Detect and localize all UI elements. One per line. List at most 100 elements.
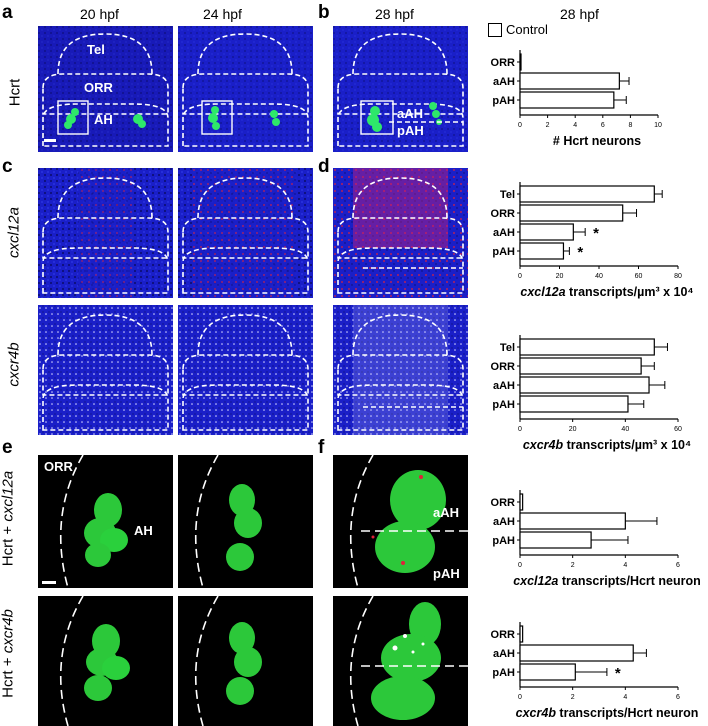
- y-tick-label-pah: pAH: [492, 95, 515, 107]
- x-tick-label-4: 4: [623, 694, 627, 701]
- bar-pah: [519, 91, 615, 109]
- bar-orr: [519, 625, 524, 643]
- legend-swatch-control: [488, 22, 502, 37]
- bar-pah: [519, 531, 592, 549]
- x-tick-label-4: 4: [623, 562, 627, 569]
- y-tick-label-aah: aAH: [493, 516, 515, 528]
- x-tick-label-6: 6: [676, 562, 680, 569]
- x-tick-label-0: 0: [518, 562, 522, 569]
- panel-letter-a: a: [2, 2, 13, 23]
- bar-tel: [519, 185, 655, 203]
- row-label-hcrt: Hcrt: [6, 78, 24, 107]
- bar-aah: [519, 376, 650, 394]
- image-cxcr4b-28hpf: [333, 305, 468, 435]
- label-pah: pAH: [397, 123, 424, 138]
- label-orr: ORR: [84, 80, 114, 95]
- y-tick-label-aah: aAH: [493, 380, 515, 392]
- panel-letter-c: c: [2, 156, 13, 177]
- label-ah: AH: [94, 112, 113, 127]
- image-cxcl12a-20hpf: [38, 168, 173, 298]
- x-axis-label: # Hcrt neurons: [553, 134, 641, 148]
- legend-label-control: Control: [506, 22, 548, 37]
- label-aah: aAH: [397, 106, 423, 121]
- y-tick-label-aah: aAH: [493, 76, 515, 88]
- image-cxcr4b-20hpf: [38, 305, 173, 435]
- x-tick-label-6: 6: [601, 122, 605, 129]
- chart-cxcl12a-density: Tel ORR aAH * pAH * 0 20 40 60 80 cxcl12a transcrip…: [491, 182, 694, 299]
- header-20hpf: 20 hpf: [80, 6, 119, 22]
- image-e-cxcl12a-2: [178, 455, 313, 588]
- bar-pah: [519, 395, 629, 413]
- bar-orr: [519, 204, 624, 222]
- bar-orr: [519, 493, 524, 511]
- image-cxcr4b-24hpf: [178, 305, 313, 435]
- x-tick-label-2: 2: [571, 562, 575, 569]
- y-tick-label-aah: aAH: [493, 227, 515, 239]
- x-tick-label-2: 2: [546, 122, 550, 129]
- label-f-pah: pAH: [433, 566, 460, 581]
- x-tick-label-40: 40: [621, 426, 629, 433]
- row-label-cxcr4b: cxcr4b: [5, 342, 23, 387]
- row-label-hcrt-cxcl12a: Hcrt + cxcl12a: [0, 470, 17, 567]
- x-tick-label-40: 40: [595, 273, 603, 280]
- bar-aah: [519, 72, 620, 90]
- panel-letter-b: b: [318, 2, 330, 23]
- x-tick-label-0: 0: [518, 426, 522, 433]
- bar-orr: [519, 53, 522, 71]
- panel-letter-d: d: [318, 156, 330, 177]
- chart-cxcr4b-per-neuron: ORR aAH pAH * 0 2 4 6 cxcr4b transcripts/Hcrt ne…: [491, 622, 699, 720]
- image-e-cxcl12a-1: ORR AH: [38, 455, 173, 588]
- bar-pah: [519, 663, 576, 681]
- x-tick-label-60: 60: [635, 273, 643, 280]
- x-tick-label-0: 0: [518, 122, 522, 129]
- bar-pah: [519, 242, 565, 260]
- header-28hpf: 28 hpf: [375, 6, 414, 22]
- y-tick-label-aah: aAH: [493, 648, 515, 660]
- x-axis-label: cxcr4b transcripts/µm³ x 10⁴: [523, 438, 691, 452]
- image-cxcl12a-24hpf: [178, 168, 313, 298]
- y-tick-label-pah: pAH: [492, 399, 515, 411]
- image-hcrt-20hpf: Tel ORR AH: [38, 26, 173, 152]
- x-tick-label-8: 8: [628, 122, 632, 129]
- panel-letter-f: f: [318, 437, 325, 458]
- y-tick-label-orr: ORR: [491, 497, 516, 509]
- bar-aah: [519, 223, 574, 241]
- x-tick-label-20: 20: [556, 273, 564, 280]
- y-tick-label-orr: ORR: [491, 361, 516, 373]
- image-e-cxcr4b-1: [38, 596, 173, 726]
- bar-tel: [519, 338, 655, 356]
- image-f-cxcl12a: aAH pAH: [333, 455, 468, 588]
- x-tick-label-10: 10: [654, 122, 662, 129]
- x-tick-label-0: 0: [518, 694, 522, 701]
- row-label-hcrt-cxcr4b: Hcrt + cxcr4b: [0, 609, 17, 698]
- y-tick-label-pah: pAH: [492, 535, 515, 547]
- significance-pah: *: [577, 244, 583, 261]
- x-tick-label-80: 80: [674, 273, 682, 280]
- significance-pah: *: [615, 665, 621, 682]
- y-tick-label-pah: pAH: [492, 246, 515, 258]
- chart-cxcl12a-per-neuron: ORR aAH pAH 0 2 4 6 cxcl12a transcripts/Hcrt ne…: [491, 490, 701, 588]
- x-tick-label-4: 4: [573, 122, 577, 129]
- panel-letter-e: e: [2, 437, 13, 458]
- image-e-cxcr4b-2: [178, 596, 313, 726]
- bar-orr: [519, 357, 642, 375]
- x-tick-label-2: 2: [571, 694, 575, 701]
- x-axis-label: cxcr4b transcripts/Hcrt neuron: [516, 706, 699, 720]
- bar-aah: [519, 512, 626, 530]
- x-axis-label: cxcl12a transcripts/µm³ x 10⁴: [520, 285, 693, 299]
- chart-cxcr4b-density: Tel ORR aAH pAH 0 20 40 60 cxcr4b transcripts/µm…: [491, 335, 691, 452]
- image-f-cxcr4b: [333, 596, 468, 726]
- row-label-cxcl12a: cxcl12a: [5, 207, 23, 258]
- image-hcrt-28hpf: aAH pAH: [333, 26, 468, 152]
- label-f-aah: aAH: [433, 505, 459, 520]
- x-tick-label-6: 6: [676, 694, 680, 701]
- bar-aah: [519, 644, 634, 662]
- image-cxcl12a-28hpf: [333, 168, 468, 298]
- image-hcrt-24hpf: [178, 26, 313, 152]
- y-tick-label-orr: ORR: [491, 57, 516, 69]
- y-tick-label-orr: ORR: [491, 629, 516, 641]
- legend: Control: [488, 22, 548, 37]
- x-tick-label-20: 20: [569, 426, 577, 433]
- label-e-orr: ORR: [44, 459, 74, 474]
- y-tick-label-orr: ORR: [491, 208, 516, 220]
